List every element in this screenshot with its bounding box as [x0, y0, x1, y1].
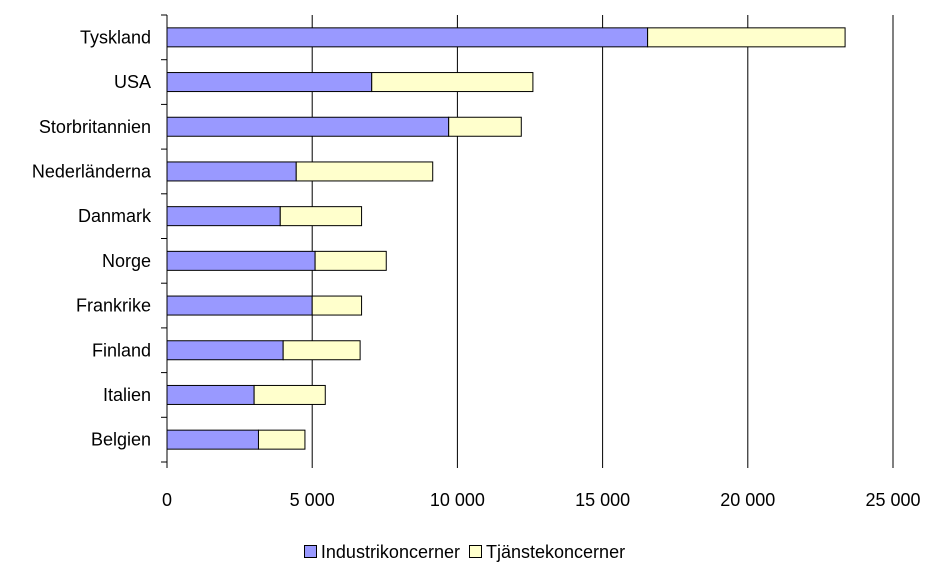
bar-nederlanderna-tjanstekoncerner	[295, 161, 434, 182]
legend-item-tjanstekoncerner: Tjänstekoncerner	[469, 542, 625, 562]
bar-storbritannien-tjanstekoncerner	[448, 116, 522, 137]
axes	[161, 14, 894, 468]
category-label-frankrike: Frankrike	[76, 296, 151, 316]
bar-finland-industrikoncerner	[166, 340, 284, 361]
legend-item-industrikoncerner: Industrikoncerner	[303, 542, 460, 562]
x-tick-label-3: 15 000	[575, 490, 630, 510]
legend-label-tjanstekoncerner: Tjänstekoncerner	[486, 542, 626, 562]
category-label-norge: Norge	[102, 251, 151, 271]
bar-danmark-industrikoncerner	[166, 206, 281, 227]
bar-norge-industrikoncerner	[166, 250, 316, 271]
bar-chart: Tyskland USA Storbritannien Nederländerna Da…	[32, 14, 921, 510]
bar-usa-industrikoncerner	[166, 72, 373, 93]
category-label-italien: Italien	[103, 385, 151, 405]
category-label-belgien: Belgien	[91, 430, 151, 450]
bar-storbritannien-industrikoncerner	[166, 116, 450, 137]
x-tick-label-5: 25 000	[865, 490, 920, 510]
category-label-finland: Finland	[92, 340, 151, 360]
category-label-usa: USA	[114, 72, 151, 92]
bar-belgien-industrikoncerner	[166, 429, 259, 450]
bar-italien-industrikoncerner	[166, 384, 255, 405]
legend-label-industrikoncerner: Industrikoncerner	[320, 542, 460, 562]
x-tick-label-4: 20 000	[720, 490, 775, 510]
bar-norge-tjanstekoncerner	[314, 250, 387, 271]
bar-nederlanderna-industrikoncerner	[166, 161, 297, 182]
x-tick-label-2: 10 000	[430, 490, 485, 510]
bars	[166, 27, 846, 450]
legend: Industrikoncerner Tjänstekoncerner	[0, 542, 929, 562]
category-label-storbritannien: Storbritannien	[39, 117, 151, 137]
tick-labels: Tyskland USA Storbritannien Nederländerna Da…	[32, 27, 921, 510]
bar-danmark-tjanstekoncerner	[279, 206, 363, 227]
x-tick-label-1: 5 000	[290, 490, 335, 510]
legend-swatch-industrikoncerner	[303, 545, 317, 558]
bar-frankrike-tjanstekoncerner	[311, 295, 363, 316]
bar-usa-tjanstekoncerner	[371, 72, 534, 93]
category-label-danmark: Danmark	[78, 206, 152, 226]
x-tick-label-0: 0	[162, 490, 172, 510]
category-label-tyskland: Tyskland	[80, 27, 151, 47]
bar-frankrike-industrikoncerner	[166, 295, 313, 316]
bar-tyskland-tjanstekoncerner	[647, 27, 846, 48]
bar-italien-tjanstekoncerner	[253, 384, 326, 405]
legend-swatch-tjanstekoncerner	[469, 545, 482, 558]
category-label-nederlanderna: Nederländerna	[32, 161, 152, 181]
bar-tyskland-industrikoncerner	[166, 27, 649, 48]
bar-belgien-tjanstekoncerner	[257, 429, 306, 450]
bar-finland-tjanstekoncerner	[282, 340, 361, 361]
